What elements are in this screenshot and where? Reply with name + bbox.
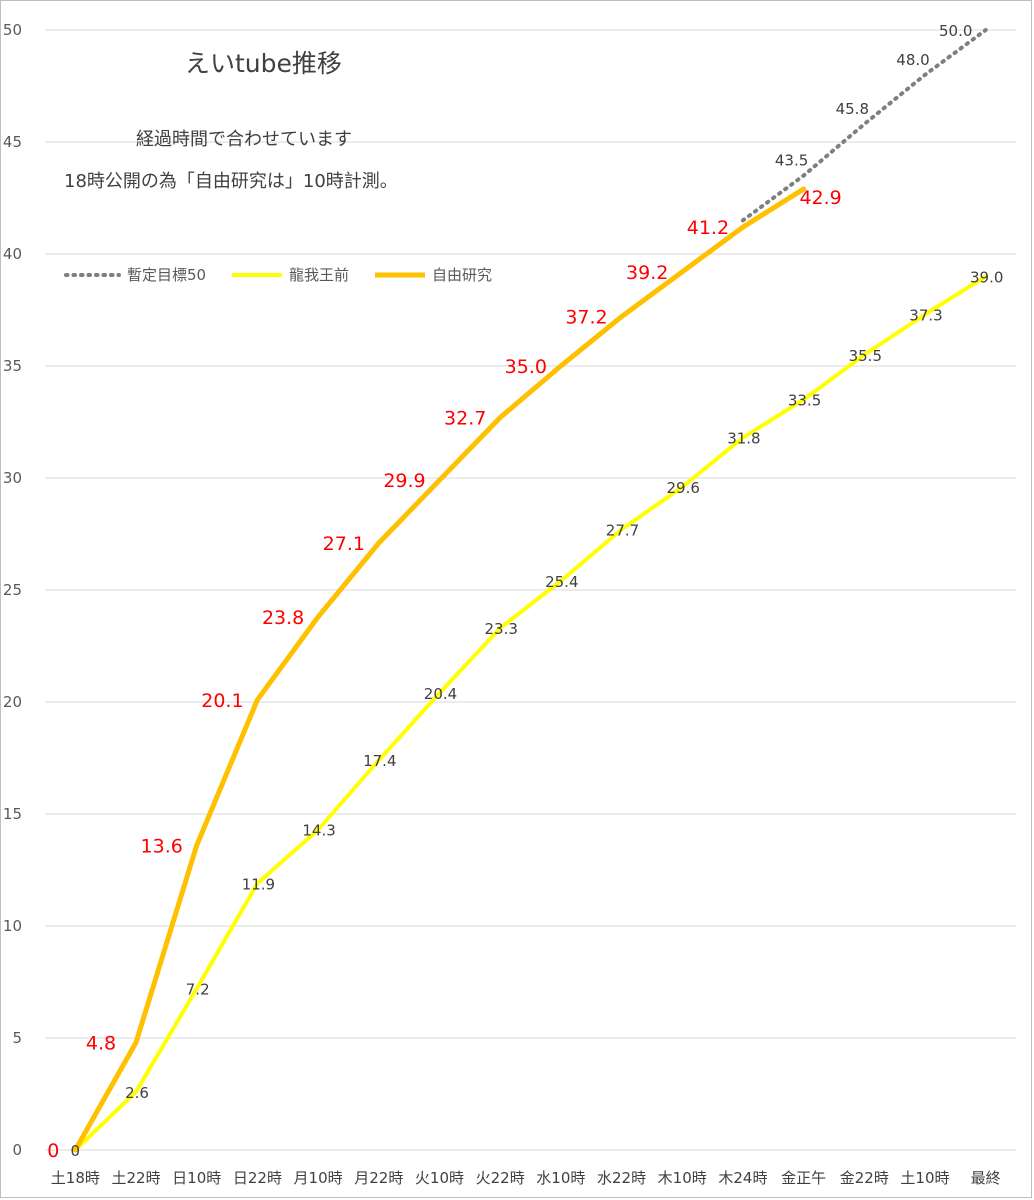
y-tick-label-2: 10	[3, 917, 22, 935]
data-label-ryuga-8: 25.4	[545, 573, 578, 591]
x-tick-label-4: 月10時	[294, 1169, 343, 1187]
data-label-ryuga-2: 7.2	[186, 981, 210, 999]
x-tick-label-1: 土22時	[111, 1169, 160, 1187]
data-label-ryuga-13: 35.5	[849, 347, 882, 365]
y-tick-label-8: 40	[3, 245, 22, 263]
x-tick-label-2: 日10時	[172, 1169, 221, 1187]
x-tick-label-7: 火22時	[476, 1169, 525, 1187]
data-label-ryuga-12: 33.5	[788, 392, 821, 410]
data-label-ryuga-9: 27.7	[606, 522, 639, 540]
y-tick-label-10: 50	[3, 21, 22, 39]
data-label-ryuga-0: 0	[71, 1142, 81, 1160]
x-tick-label-0: 土18時	[51, 1169, 100, 1187]
x-tick-label-8: 水10時	[536, 1169, 585, 1187]
data-label-ryuga-7: 23.3	[484, 620, 517, 638]
data-label-ryuga-5: 17.4	[363, 752, 396, 770]
data-label-target-13: 45.8	[836, 100, 869, 118]
legend-label-target: 暫定目標50	[127, 266, 206, 284]
data-label-target-14: 48.0	[896, 51, 929, 69]
legend-label-ryuga: 龍我王前	[289, 266, 349, 284]
x-tick-label-13: 金22時	[840, 1169, 889, 1187]
data-label-jiyukenkyu-11: 41.2	[687, 217, 729, 239]
data-label-ryuga-6: 20.4	[424, 685, 457, 703]
y-tick-label-3: 15	[3, 805, 22, 823]
data-label-jiyukenkyu-5: 27.1	[323, 533, 365, 555]
x-tick-label-6: 火10時	[415, 1169, 464, 1187]
y-tick-label-7: 35	[3, 357, 22, 375]
data-label-ryuga-11: 31.8	[727, 430, 760, 448]
data-label-jiyukenkyu-12: 42.9	[799, 187, 841, 209]
x-tick-label-10: 木10時	[658, 1169, 707, 1187]
data-label-jiyukenkyu-9: 37.2	[565, 307, 607, 329]
series-lines	[72, 28, 988, 1153]
data-label-jiyukenkyu-10: 39.2	[626, 262, 668, 284]
series-line-jiyukenkyu	[72, 186, 807, 1153]
y-tick-label-0: 0	[12, 1141, 22, 1159]
data-label-jiyukenkyu-7: 32.7	[444, 408, 486, 430]
data-label-jiyukenkyu-6: 29.9	[383, 470, 425, 492]
x-tick-label-3: 日22時	[233, 1169, 282, 1187]
data-label-jiyukenkyu-3: 20.1	[201, 690, 243, 712]
series-line-target	[740, 28, 988, 223]
data-label-ryuga-1: 2.6	[125, 1084, 149, 1102]
data-label-target-12: 43.5	[775, 152, 808, 170]
data-labels: 43.5 45.8 48.0 50.0 0 2.6 7.2 11.9 14.3 17.4 20.4 2…	[47, 22, 1003, 1162]
chart-title: えいtube推移	[185, 49, 342, 78]
chart-subtitle-line-2: 18時公開の為「自由研究は」10時計測。	[64, 171, 398, 192]
data-label-ryuga-15: 39.0	[970, 268, 1003, 286]
data-label-jiyukenkyu-8: 35.0	[505, 356, 547, 378]
series-line-ryuga	[73, 274, 988, 1152]
y-tick-label-4: 20	[3, 693, 22, 711]
x-tick-label-11: 木24時	[718, 1169, 767, 1187]
y-tick-label-1: 5	[12, 1029, 22, 1047]
axis-labels: 0 5 10 15 20 25 30 35 40 45 50 土18時 土22時 日10時 日22時 月10時…	[3, 21, 1001, 1187]
data-label-jiyukenkyu-4: 23.8	[262, 607, 304, 629]
data-label-ryuga-4: 14.3	[302, 822, 335, 840]
gridlines	[45, 29, 1016, 1151]
data-label-jiyukenkyu-2: 13.6	[141, 835, 183, 857]
legend-label-jiyukenkyu: 自由研究	[432, 266, 492, 284]
y-tick-label-5: 25	[3, 581, 22, 599]
data-label-ryuga-14: 37.3	[909, 307, 942, 325]
data-label-jiyukenkyu-0: 0	[47, 1140, 59, 1162]
y-tick-label-6: 30	[3, 469, 22, 487]
data-label-target-15: 50.0	[939, 22, 972, 40]
y-tick-label-9: 45	[3, 133, 22, 151]
data-label-ryuga-3: 11.9	[242, 875, 275, 893]
chart-subtitle-line-1: 経過時間で合わせています	[136, 129, 352, 150]
x-tick-label-15: 最終	[971, 1169, 1001, 1187]
x-tick-label-14: 土10時	[900, 1169, 949, 1187]
legend: 暫定目標50 龍我王前 自由研究	[64, 266, 492, 284]
x-tick-label-5: 月22時	[354, 1169, 403, 1187]
data-label-ryuga-10: 29.6	[666, 479, 699, 497]
x-tick-label-9: 水22時	[597, 1169, 646, 1187]
data-label-jiyukenkyu-1: 4.8	[86, 1033, 116, 1055]
x-tick-label-12: 金正午	[781, 1169, 826, 1187]
